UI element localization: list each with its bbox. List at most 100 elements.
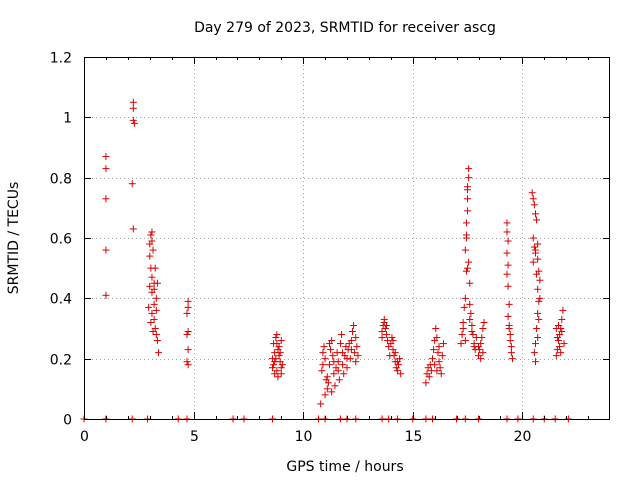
data-point: [531, 210, 539, 218]
data-point: [325, 340, 333, 348]
data-point: [353, 343, 361, 351]
data-point: [388, 334, 396, 342]
data-point: [183, 358, 191, 366]
data-point: [431, 361, 439, 369]
data-point: [434, 349, 442, 357]
data-point: [466, 279, 474, 287]
data-point: [149, 328, 157, 336]
data-point: [534, 240, 542, 248]
data-point: [464, 186, 472, 194]
y-tick-label: 0.2: [50, 353, 72, 369]
data-point: [273, 331, 281, 339]
data-point: [530, 201, 538, 209]
data-point: [327, 346, 335, 354]
data-point: [270, 340, 278, 348]
data-point: [478, 334, 486, 342]
data-point: [273, 367, 281, 375]
data-point: [347, 346, 355, 354]
data-point: [146, 282, 154, 290]
data-point: [130, 119, 138, 127]
y-tick-label: 1.2: [50, 51, 72, 67]
data-point: [354, 352, 362, 360]
data-point: [507, 343, 515, 351]
data-point: [465, 165, 473, 173]
data-point: [505, 325, 513, 332]
data-point: [503, 249, 511, 257]
data-point: [391, 349, 399, 357]
data-point: [148, 309, 156, 317]
data-point: [428, 355, 436, 363]
data-point: [277, 364, 285, 372]
data-point: [102, 153, 110, 161]
data-point: [328, 388, 336, 396]
data-point: [529, 258, 537, 266]
data-point: [152, 306, 160, 314]
data-point: [153, 279, 161, 287]
y-tick-label: 0.8: [50, 172, 72, 188]
data-point: [319, 361, 327, 369]
data-point: [146, 252, 154, 260]
data-point: [339, 349, 347, 357]
data-point: [184, 297, 192, 305]
x-tick-label: 20: [514, 429, 532, 445]
data-point: [395, 361, 403, 369]
data-point: [536, 276, 544, 284]
data-point: [503, 219, 511, 227]
data-point: [270, 361, 278, 369]
data-point: [459, 318, 467, 326]
data-point: [534, 334, 542, 342]
data-points: [80, 98, 572, 423]
data-point: [467, 309, 475, 317]
data-point: [433, 367, 441, 375]
data-point: [508, 355, 516, 363]
data-point: [149, 246, 157, 254]
data-point: [129, 116, 137, 124]
data-point: [184, 303, 192, 311]
data-point: [330, 370, 338, 378]
data-point: [386, 352, 394, 360]
data-point: [437, 370, 445, 378]
data-point: [504, 282, 512, 290]
data-point: [436, 364, 444, 372]
data-point: [435, 343, 443, 351]
data-point: [534, 285, 542, 293]
data-point: [460, 303, 468, 311]
data-point: [382, 331, 390, 339]
data-point: [534, 309, 542, 317]
data-point: [536, 294, 544, 302]
data-point: [559, 306, 567, 314]
data-point: [352, 334, 360, 342]
data-point: [464, 264, 472, 272]
data-point: [461, 337, 469, 345]
data-point: [321, 391, 329, 399]
data-point: [330, 358, 338, 366]
data-point: [461, 294, 469, 302]
data-point: [271, 358, 279, 366]
data-point: [319, 349, 327, 357]
data-point: [329, 352, 337, 360]
data-point: [148, 228, 156, 236]
data-point: [148, 273, 156, 281]
data-point: [128, 180, 136, 188]
data-point: [552, 352, 560, 360]
data-point: [274, 373, 282, 381]
data-point: [152, 331, 160, 339]
data-point: [151, 264, 159, 272]
data-point: [277, 370, 285, 378]
data-point: [464, 195, 472, 203]
data-point: [430, 346, 438, 354]
data-point: [554, 337, 562, 345]
data-point: [334, 367, 342, 375]
data-point: [425, 373, 433, 381]
data-point: [381, 325, 389, 332]
data-point: [272, 334, 280, 342]
data-point: [504, 312, 512, 320]
data-point: [528, 189, 536, 197]
y-tick-label: 1: [63, 111, 72, 127]
data-point: [278, 361, 286, 369]
data-point: [352, 358, 360, 366]
data-point: [476, 346, 484, 354]
data-point: [462, 231, 470, 239]
data-point: [531, 246, 539, 254]
data-point: [272, 355, 280, 363]
